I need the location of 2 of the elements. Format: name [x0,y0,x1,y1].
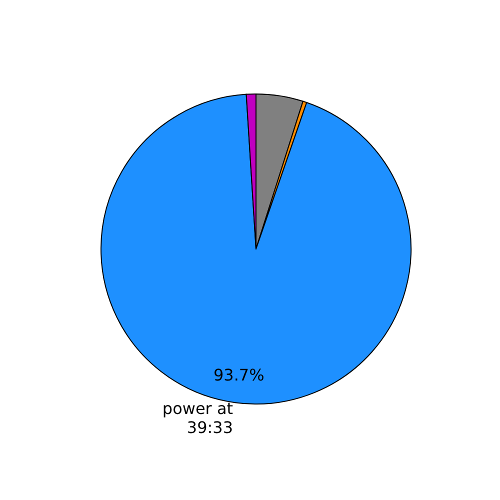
data-label: 93.7% [213,365,264,384]
slice-label: power at 39:33 [162,398,234,437]
